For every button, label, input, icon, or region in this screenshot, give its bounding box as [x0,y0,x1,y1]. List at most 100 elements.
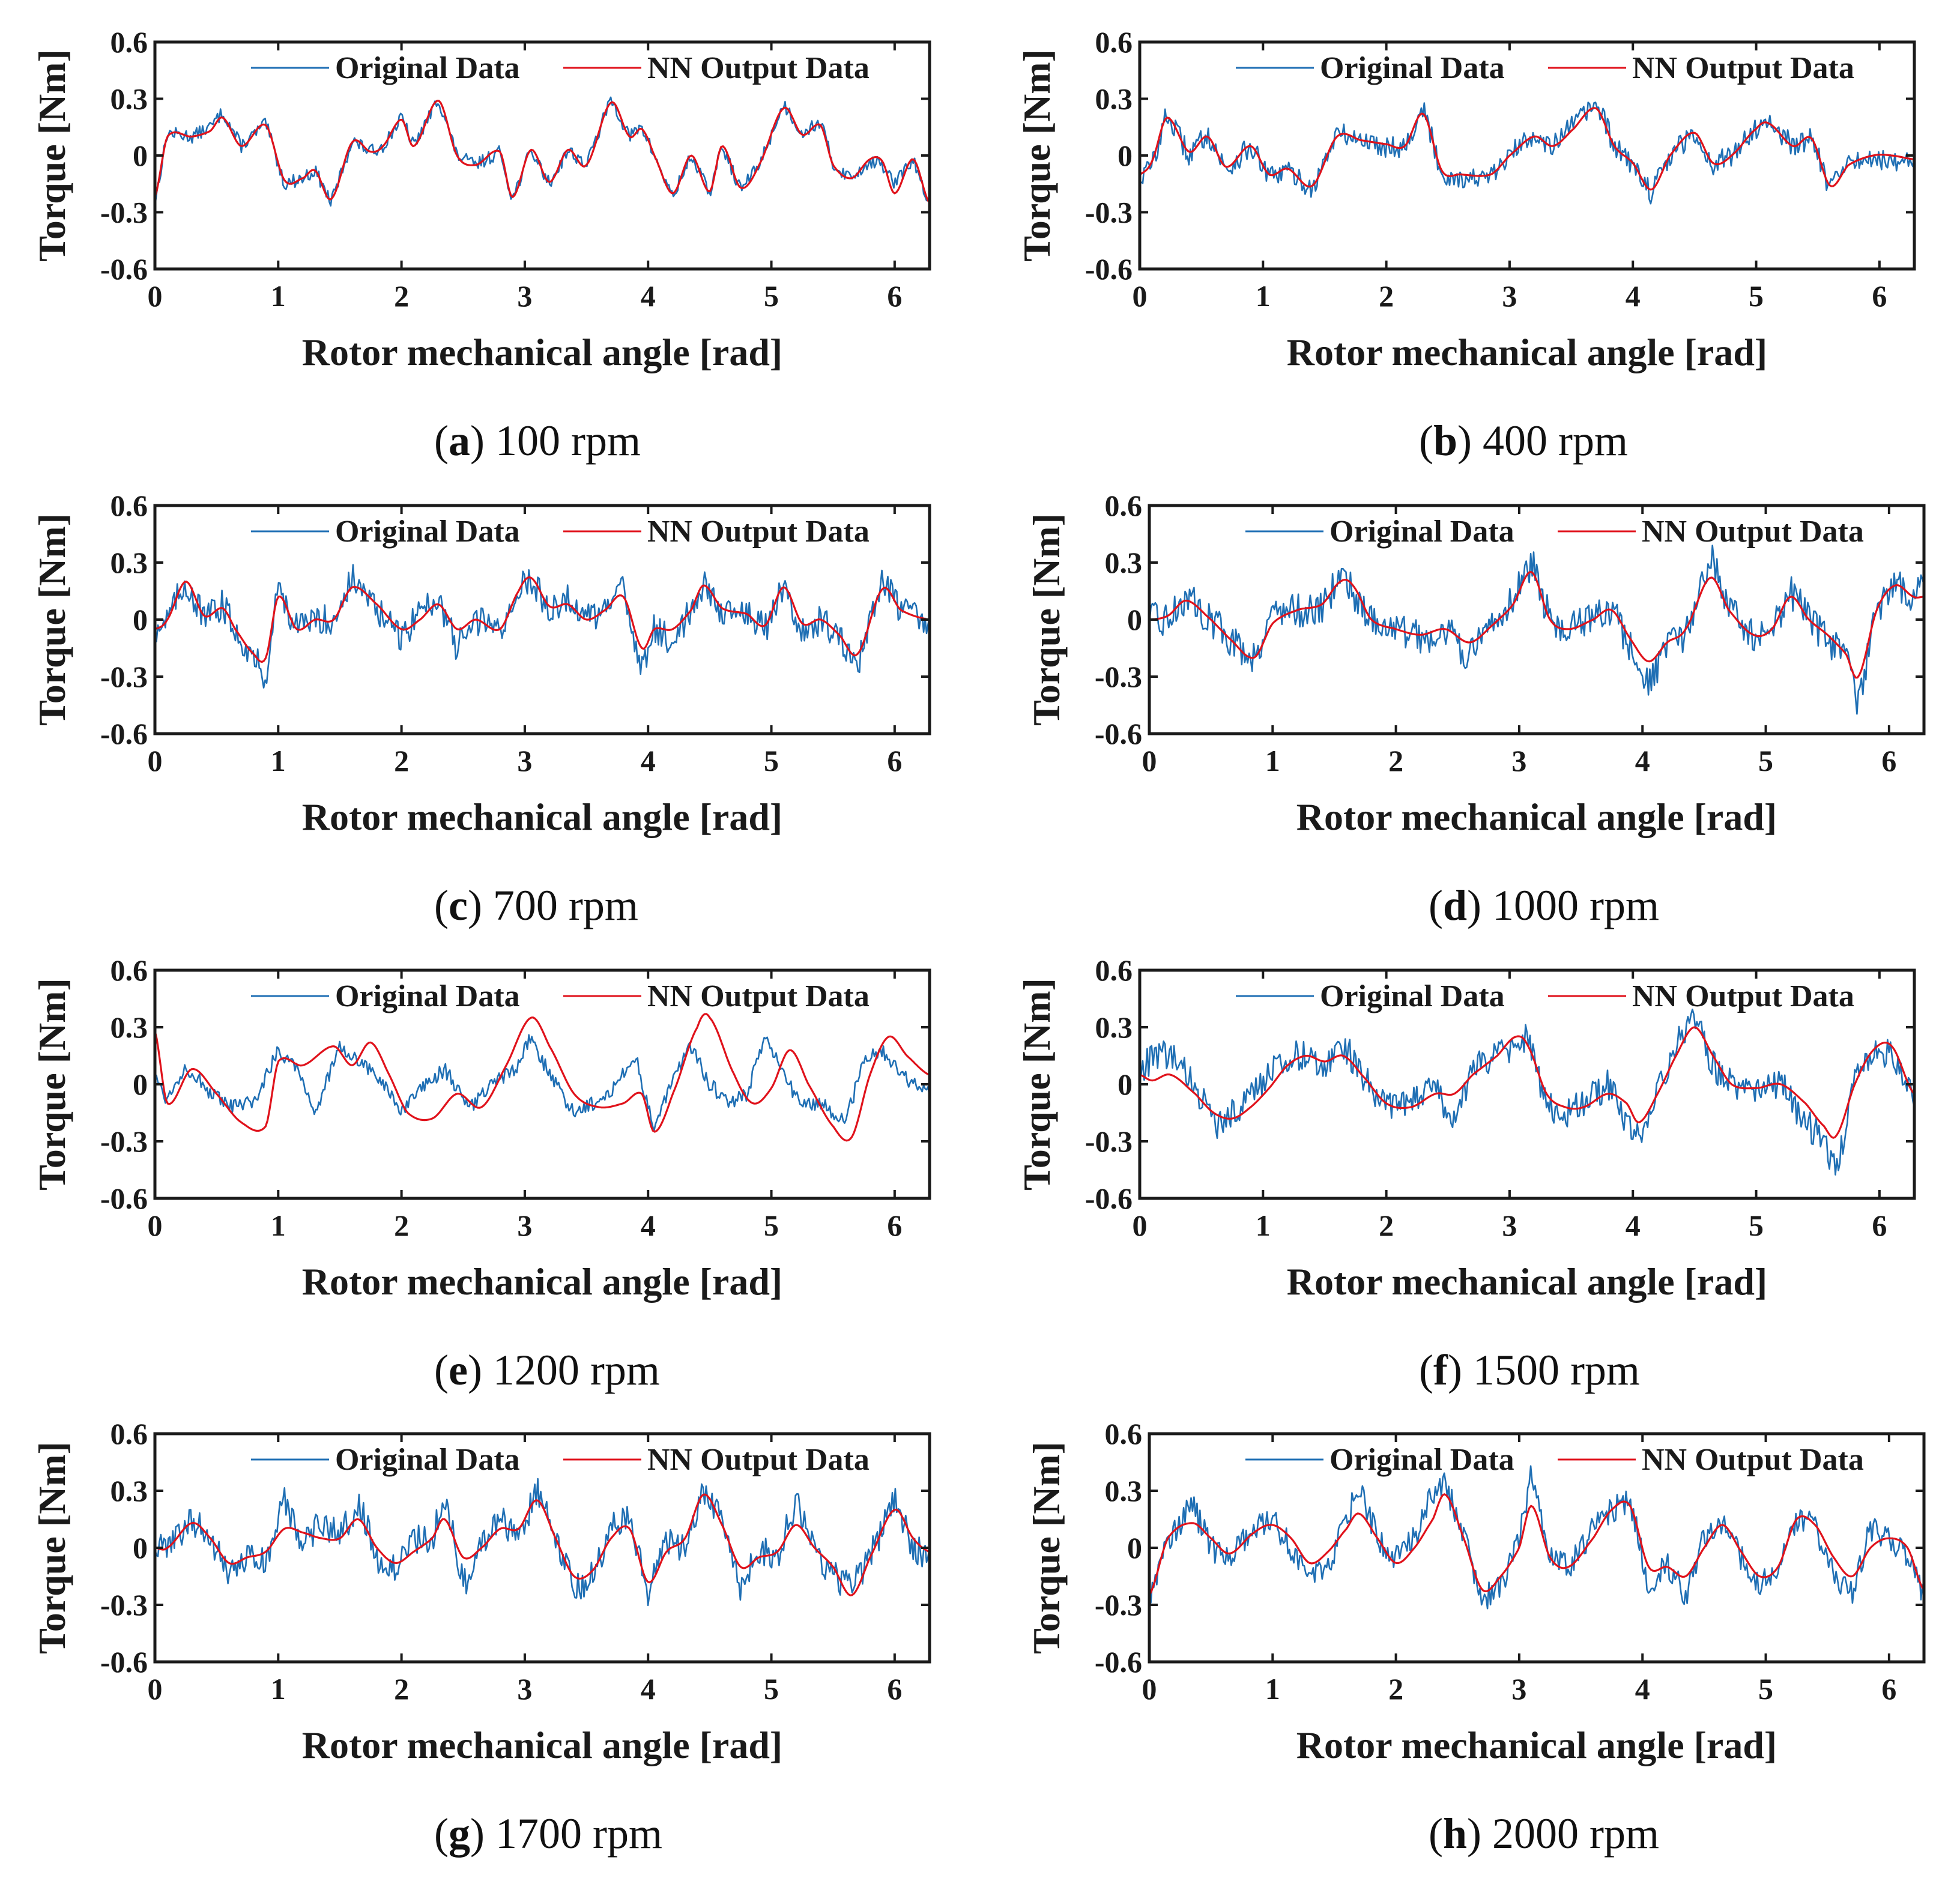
x-axis-label: Rotor mechanical angle [rad] [1296,796,1777,838]
legend-nn-label: NN Output Data [1642,1443,1864,1477]
x-tick-label: 1 [1256,1209,1271,1242]
x-tick-label: 6 [887,279,902,313]
y-tick-label: 0.3 [110,1010,148,1044]
x-tick-label: 3 [517,1672,532,1706]
x-tick-label: 3 [517,744,532,777]
subplot-c: 0 1 2 3 4 5 6 -0.6 -0.3 0 0.3 0.6 Rotor mechanical a… [31,489,931,929]
y-tick-label: 0 [1118,1067,1133,1101]
x-tick-label: 0 [1133,279,1148,313]
nn-output-line-a [154,100,931,204]
y-tick-label: -0.6 [1095,717,1142,750]
y-tick-label: -0.6 [100,717,148,750]
x-tick-label: 0 [1133,1209,1148,1242]
y-tick-label: 0.6 [1105,489,1143,522]
x-tick-label: 5 [1758,1672,1773,1706]
y-tick-label: -0.3 [1095,660,1142,693]
x-tick-label: 1 [1265,744,1280,777]
panel-caption-f: (f) 1500 rpm [1419,1346,1640,1394]
x-tick-label: 3 [1502,1209,1517,1242]
y-tick-label: 0.6 [1095,953,1133,987]
x-axis-label: Rotor mechanical angle [rad] [302,1724,782,1766]
x-tick-label: 5 [764,1672,779,1706]
y-tick-label: 0 [1127,1531,1142,1565]
original-data-line-d [1148,545,1925,715]
y-tick-label: 0.3 [1095,1010,1133,1044]
original-data-line-c [154,564,931,689]
nn-output-line-c [154,576,930,663]
y-tick-label: 0.6 [110,1417,148,1451]
y-tick-label: 0 [1118,139,1133,172]
legend-nn-label: NN Output Data [1642,515,1864,549]
x-tick-label: 6 [887,744,902,777]
y-tick-label: -0.6 [100,1182,148,1215]
x-axis-label: Rotor mechanical angle [rad] [302,1260,782,1303]
legend-original-label: Original Data [1320,51,1505,85]
legend-original-label: Original Data [335,515,520,549]
x-tick-label: 1 [271,279,286,313]
x-tick-label: 4 [1635,1672,1650,1706]
x-tick-label: 1 [271,744,286,777]
x-tick-label: 1 [1256,279,1271,313]
x-tick-label: 0 [148,1672,163,1706]
legend-nn-label: NN Output Data [647,51,870,85]
legend-nn-label: NN Output Data [1632,51,1854,85]
x-tick-label: 6 [1881,744,1896,777]
x-tick-label: 1 [271,1672,286,1706]
x-tick-label: 5 [764,744,779,777]
subplot-g: 0 1 2 3 4 5 6 -0.6 -0.3 0 0.3 0.6 Rotor mechanical a… [31,1417,931,1858]
y-axis-label: Torque [Nm] [31,1442,73,1654]
y-tick-label: 0.3 [110,82,148,116]
y-tick-label: 0.3 [110,1474,148,1508]
x-tick-label: 6 [887,1672,902,1706]
x-tick-label: 0 [148,744,163,777]
panel-caption-a: (a) 100 rpm [434,417,641,465]
legend-original-label: Original Data [1329,515,1514,549]
subplot-h: 0 1 2 3 4 5 6 -0.6 -0.3 0 0.3 0.6 Rotor mechanical a… [1025,1417,1926,1858]
nn-output-line-d [1149,571,1925,679]
y-axis-label: Torque [Nm] [1015,49,1058,262]
y-tick-label: -0.3 [1085,1125,1133,1158]
legend-nn-label: NN Output Data [1632,979,1854,1013]
x-tick-label: 4 [641,1209,656,1242]
x-tick-label: 0 [148,1209,163,1242]
y-tick-label: 0.3 [1105,546,1143,579]
x-tick-label: 2 [394,1209,409,1242]
x-tick-label: 2 [394,1672,409,1706]
x-tick-label: 5 [1758,744,1773,777]
x-tick-label: 2 [394,279,409,313]
x-tick-label: 3 [1502,279,1517,313]
subplot-e: 0 1 2 3 4 5 6 -0.6 -0.3 0 0.3 0.6 Rotor mechanical a… [31,953,931,1394]
original-data-line-f [1139,1008,1916,1176]
x-tick-label: 4 [641,744,656,777]
y-tick-label: -0.6 [1095,1645,1142,1679]
y-tick-label: -0.3 [100,196,148,229]
legend-nn-label: NN Output Data [647,1443,870,1477]
panel-caption-b: (b) 400 rpm [1419,417,1628,465]
x-tick-label: 2 [1379,279,1394,313]
legend-original-label: Original Data [335,1443,520,1477]
nn-output-line-e [154,1013,930,1142]
subplot-a: 0 1 2 3 4 5 6 -0.6 -0.3 0 0.3 0.6 Rotor mechanical a… [31,25,931,465]
original-data-line-h [1148,1465,1925,1610]
x-tick-label: 4 [641,279,656,313]
y-tick-label: -0.6 [100,252,148,286]
y-tick-label: 0.6 [110,25,148,59]
x-tick-label: 3 [1511,744,1526,777]
x-tick-label: 4 [641,1672,656,1706]
x-tick-label: 6 [887,1209,902,1242]
original-data-line-a [154,96,930,207]
legend-nn-label: NN Output Data [647,979,870,1013]
legend-original-label: Original Data [335,51,520,85]
subplot-d: 0 1 2 3 4 5 6 -0.6 -0.3 0 0.3 0.6 Rotor mechanical a… [1025,489,1926,929]
legend-original-label: Original Data [1329,1443,1514,1477]
y-axis-label: Torque [Nm] [31,978,73,1191]
nn-output-line-b [1139,107,1915,191]
x-axis-label: Rotor mechanical angle [rad] [1287,331,1767,373]
x-tick-label: 4 [1635,744,1650,777]
panel-caption-h: (h) 2000 rpm [1429,1810,1659,1858]
y-tick-label: 0 [133,1067,148,1101]
x-tick-label: 5 [764,1209,779,1242]
panel-caption-g: (g) 1700 rpm [434,1810,662,1858]
nn-output-line-h [1148,1493,1925,1596]
